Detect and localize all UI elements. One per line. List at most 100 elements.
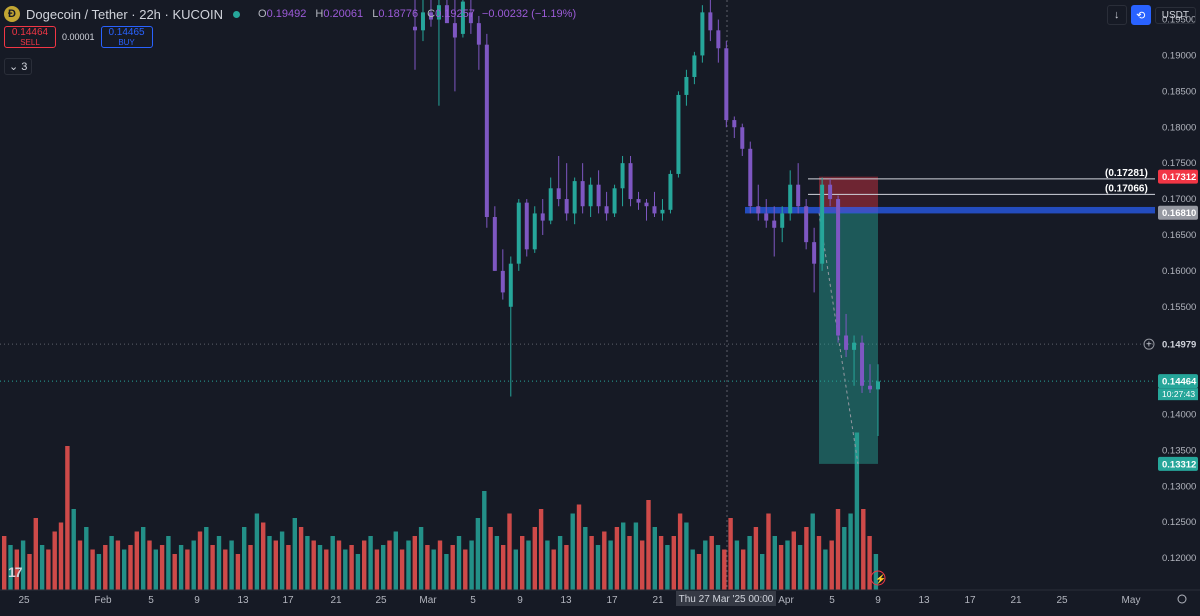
symbol-title[interactable]: Dogecoin / Tether · 22h · KUCOIN bbox=[26, 6, 224, 22]
volume-bar bbox=[640, 540, 645, 590]
volume-bar bbox=[216, 536, 222, 590]
time-tick-label: 25 bbox=[375, 595, 387, 606]
volume-bar bbox=[621, 522, 626, 590]
stop-price-tag: 0.17312 bbox=[1162, 172, 1196, 183]
currency-selector[interactable]: USDT bbox=[1154, 6, 1196, 24]
volume-bar bbox=[52, 531, 57, 590]
price-tick-label: 0.12000 bbox=[1162, 553, 1196, 564]
arrow-down-icon[interactable]: ↓ bbox=[1106, 5, 1127, 25]
volume-bar bbox=[602, 531, 607, 590]
volume-bar bbox=[842, 527, 847, 590]
volume-bar bbox=[159, 545, 165, 590]
volume-bar bbox=[696, 554, 702, 590]
time-tick-label: Feb bbox=[94, 595, 112, 606]
candle-body bbox=[860, 342, 865, 386]
volume-bar bbox=[204, 527, 209, 590]
time-tick-label: 13 bbox=[237, 595, 249, 606]
candle-body bbox=[436, 5, 441, 20]
candle-body bbox=[644, 202, 649, 207]
volume-bar bbox=[330, 536, 335, 590]
candle-body bbox=[764, 213, 769, 221]
volume-bar bbox=[614, 527, 620, 590]
volume-bar bbox=[279, 531, 285, 590]
volume-bar bbox=[627, 536, 632, 590]
volume-bar bbox=[646, 500, 651, 590]
volume-bar bbox=[703, 540, 708, 590]
volume-bar bbox=[797, 545, 803, 590]
volume-bar bbox=[450, 545, 455, 590]
last-price-tag: 0.14464 bbox=[1162, 377, 1197, 388]
volume-bar bbox=[109, 536, 114, 590]
candle-body bbox=[756, 206, 761, 214]
volume-bar bbox=[115, 540, 121, 590]
candle-body bbox=[588, 184, 593, 207]
volume-bar bbox=[197, 531, 203, 590]
time-axis: 25 Feb 5 9 13 17 21 25 Mar 5 9 13 17 21 Apr 5 9 13 17 21 25 M… bbox=[0, 570, 1200, 616]
volume-bar bbox=[166, 536, 171, 590]
volume-bar bbox=[722, 549, 727, 590]
volume-bar bbox=[134, 531, 139, 590]
time-tick-label: 21 bbox=[652, 595, 664, 606]
market-status-icon bbox=[233, 10, 241, 18]
volume-bar bbox=[690, 549, 695, 590]
volume-bar bbox=[551, 549, 556, 590]
time-tick-label: 21 bbox=[1010, 595, 1022, 606]
volume-bar bbox=[153, 549, 158, 590]
sync-icon[interactable]: ⟲ bbox=[1130, 5, 1151, 25]
volume-bar bbox=[147, 540, 152, 590]
price-tick-label: 0.19000 bbox=[1162, 50, 1196, 61]
volume-series bbox=[2, 432, 879, 590]
candle-body bbox=[476, 23, 481, 45]
candle-body bbox=[524, 202, 529, 250]
time-tick-label: Mar bbox=[419, 595, 437, 606]
volume-bar bbox=[84, 527, 89, 590]
volume-bar bbox=[633, 522, 639, 590]
volume-bar bbox=[71, 509, 76, 590]
volume-bar bbox=[298, 527, 304, 590]
volume-bar bbox=[507, 513, 512, 590]
time-tick-label: 9 bbox=[517, 595, 523, 606]
candle-body bbox=[460, 1, 465, 34]
volume-bar bbox=[343, 549, 348, 590]
price-tick-label: 0.18000 bbox=[1162, 122, 1196, 133]
volume-bar bbox=[671, 536, 676, 590]
volume-bar bbox=[261, 522, 266, 590]
volume-bar bbox=[178, 545, 184, 590]
volume-bar bbox=[46, 549, 51, 590]
volume-bar bbox=[772, 536, 777, 590]
candle-body bbox=[668, 173, 673, 210]
volume-bar bbox=[362, 540, 367, 590]
time-tick-label: 13 bbox=[918, 595, 930, 606]
top-right-toolbar: ↓ ⟲ USDT bbox=[1106, 5, 1196, 25]
price-tick-label: 0.18500 bbox=[1162, 86, 1196, 97]
candle-body bbox=[452, 23, 457, 38]
chart-legend: Ð Dogecoin / Tether · 22h · KUCOIN O0.19… bbox=[4, 4, 576, 24]
candle-body bbox=[580, 181, 585, 207]
volume-bar bbox=[709, 536, 714, 590]
trade-panel: 0.14464 SELL 0.00001 0.14465 BUY bbox=[4, 26, 153, 48]
volume-bar bbox=[810, 513, 815, 590]
volume-bar bbox=[90, 549, 95, 590]
volume-bar bbox=[305, 536, 310, 590]
buy-button[interactable]: 0.14465 BUY bbox=[100, 26, 153, 48]
candle-body bbox=[708, 12, 713, 31]
candle-body bbox=[540, 213, 545, 221]
volume-bar bbox=[665, 545, 670, 590]
volume-bar bbox=[210, 545, 215, 590]
volume-bar bbox=[456, 536, 462, 590]
indicators-toggle[interactable]: ⌄ 3 bbox=[4, 58, 33, 75]
time-tick-label: 13 bbox=[560, 595, 572, 606]
price-tick-label: 0.16500 bbox=[1162, 230, 1196, 241]
time-tick-label: 9 bbox=[194, 595, 200, 606]
candle-body bbox=[604, 206, 609, 214]
stop-price-tag-bg bbox=[1158, 169, 1198, 184]
volume-bar bbox=[172, 554, 177, 590]
target-price-tag-bg bbox=[1158, 456, 1198, 471]
volume-bar bbox=[608, 540, 613, 590]
candle-body bbox=[636, 199, 641, 203]
volume-bar bbox=[520, 536, 525, 590]
sell-button[interactable]: 0.14464 SELL bbox=[4, 26, 56, 48]
volume-bar bbox=[418, 527, 424, 590]
volume-bar bbox=[39, 545, 45, 590]
